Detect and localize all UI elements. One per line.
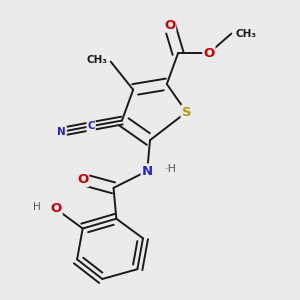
Text: CH₃: CH₃ (87, 55, 108, 65)
Text: C: C (87, 121, 95, 131)
Text: N: N (142, 164, 153, 178)
Text: ·H: ·H (165, 164, 177, 174)
Text: CH₃: CH₃ (236, 28, 256, 39)
Text: O: O (203, 47, 214, 60)
Text: S: S (182, 106, 191, 118)
Text: O: O (50, 202, 62, 215)
Text: O: O (164, 19, 175, 32)
Text: H: H (33, 202, 40, 212)
Text: N: N (57, 127, 66, 137)
Text: O: O (77, 173, 88, 186)
